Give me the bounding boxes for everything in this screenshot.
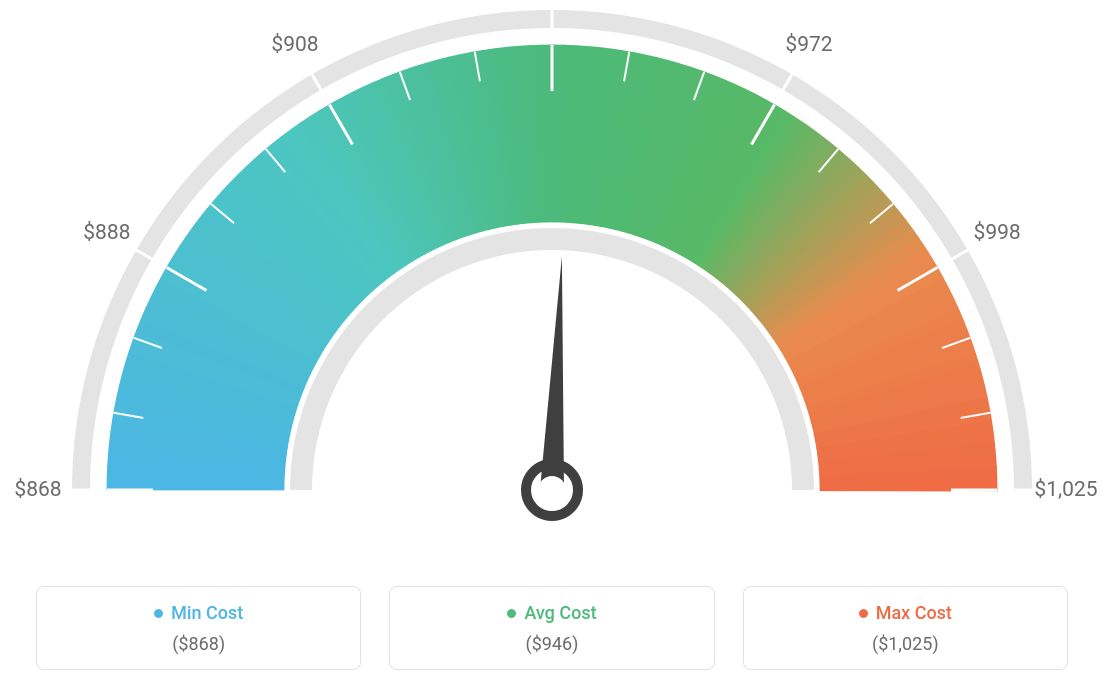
tick-label: $998 (974, 221, 1021, 245)
tick-label: $1,025 (1034, 478, 1097, 502)
legend-card-avg: Avg Cost ($946) (389, 586, 714, 670)
legend-label-min: Min Cost (171, 603, 243, 624)
tick-label: $868 (14, 478, 61, 502)
legend-title-min: Min Cost (154, 603, 243, 624)
tick-label: $908 (271, 33, 318, 57)
legend-card-min: Min Cost ($868) (36, 586, 361, 670)
legend-label-avg: Avg Cost (524, 603, 596, 624)
tick-label: $888 (83, 221, 130, 245)
dot-icon (859, 609, 868, 618)
legend-value-max: ($1,025) (754, 634, 1057, 655)
dot-icon (154, 609, 163, 618)
legend-title-avg: Avg Cost (507, 603, 596, 624)
legend-row: Min Cost ($868) Avg Cost ($946) Max Cost… (0, 586, 1104, 670)
legend-title-max: Max Cost (859, 603, 952, 624)
legend-label-max: Max Cost (876, 603, 952, 624)
gauge-svg (0, 0, 1104, 560)
legend-card-max: Max Cost ($1,025) (743, 586, 1068, 670)
dot-icon (507, 609, 516, 618)
gauge-chart: $868$888$908$946$972$998$1,025 (0, 0, 1104, 560)
tick-label: $972 (785, 33, 832, 57)
legend-value-min: ($868) (47, 634, 350, 655)
legend-value-avg: ($946) (400, 634, 703, 655)
